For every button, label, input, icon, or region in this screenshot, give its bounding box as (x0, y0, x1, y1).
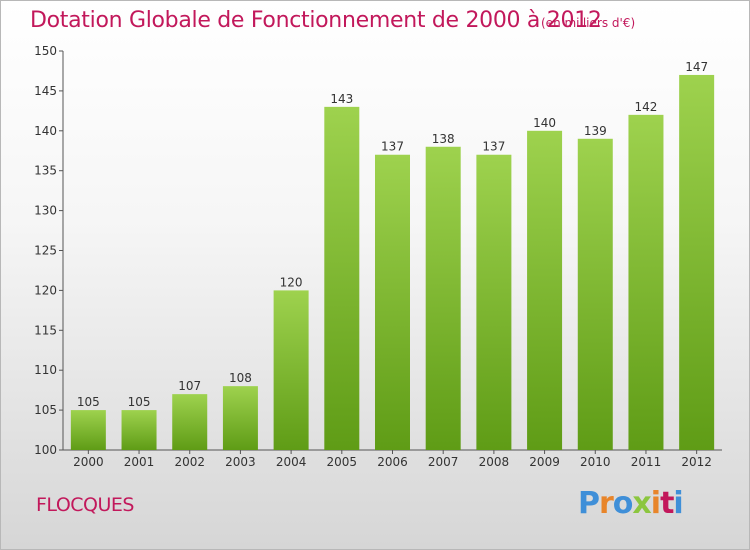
x-tick-label: 2003 (225, 455, 256, 469)
bar-2000 (70, 410, 106, 450)
y-tick-label: 100 (34, 443, 57, 457)
bar-2003 (222, 386, 258, 450)
logo-letter: r (599, 486, 614, 521)
logo-letter: x (632, 486, 651, 521)
x-tick-label: 2012 (681, 455, 712, 469)
y-tick-label: 110 (34, 363, 57, 377)
x-tick-label: 2009 (529, 455, 560, 469)
data-label-2011: 142 (635, 100, 658, 114)
y-tick-label: 150 (34, 44, 57, 58)
x-tick-label: 2001 (124, 455, 155, 469)
data-label-2002: 107 (178, 379, 201, 393)
data-label-2010: 139 (584, 124, 607, 138)
bar-2009 (527, 130, 563, 451)
y-tick-label: 135 (34, 164, 57, 178)
y-tick-label: 105 (34, 403, 57, 417)
logo-letter: o (612, 486, 634, 521)
proxiti-logo[interactable]: Proxiti (578, 486, 684, 521)
x-tick-label: 2008 (479, 455, 510, 469)
data-label-2003: 108 (229, 371, 252, 385)
logo-letter: P (578, 486, 600, 521)
y-tick-label: 115 (34, 323, 57, 337)
x-tick-label: 2010 (580, 455, 611, 469)
logo-letter: t (660, 486, 674, 521)
data-label-2005: 143 (330, 92, 353, 106)
bar-2005 (324, 106, 360, 451)
data-label-2000: 105 (77, 395, 100, 409)
commune-name: FLOCQUES (36, 494, 135, 516)
x-tick-label: 2000 (73, 455, 104, 469)
y-tick-label: 120 (34, 283, 57, 297)
bar-2002 (172, 394, 208, 450)
bar-2008 (476, 154, 512, 451)
y-tick-label: 130 (34, 204, 57, 218)
x-tick-label: 2011 (631, 455, 662, 469)
bar-2010 (577, 138, 613, 450)
x-tick-label: 2005 (327, 455, 358, 469)
data-label-2007: 138 (432, 132, 455, 146)
y-tick-label: 140 (34, 124, 57, 138)
logo-letter: i (673, 486, 683, 521)
x-tick-label: 2006 (377, 455, 408, 469)
x-tick-label: 2002 (174, 455, 205, 469)
x-tick-label: 2004 (276, 455, 307, 469)
bar-2007 (425, 146, 461, 450)
x-tick-label: 2007 (428, 455, 459, 469)
bar-2011 (628, 114, 664, 450)
y-tick-label: 125 (34, 244, 57, 258)
data-label-2004: 120 (280, 275, 303, 289)
bar-2012 (679, 74, 715, 450)
logo-letter: i (650, 486, 661, 521)
data-label-2006: 137 (381, 140, 404, 154)
bar-2001 (121, 410, 157, 450)
bar-2004 (273, 290, 309, 450)
bar-2006 (375, 154, 410, 451)
data-label-2009: 140 (533, 116, 556, 130)
chart-subtitle: (en milliers d'€) (541, 16, 636, 30)
chart-title: Dotation Globale de Fonctionnement de 20… (30, 8, 602, 33)
data-label-2008: 137 (482, 140, 505, 154)
y-tick-label: 145 (34, 84, 57, 98)
data-label-2012: 147 (685, 60, 708, 74)
data-label-2001: 105 (128, 395, 151, 409)
